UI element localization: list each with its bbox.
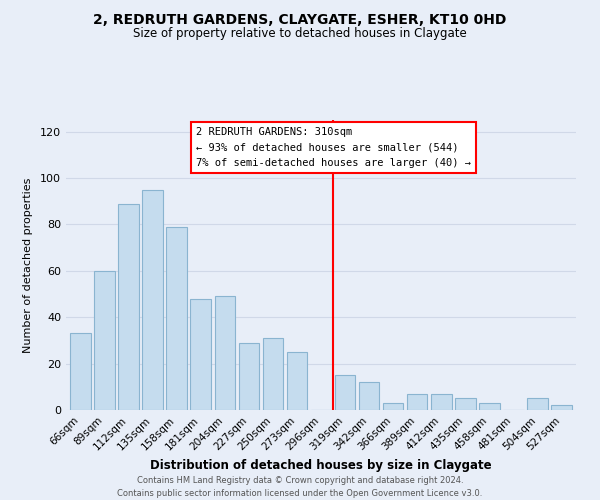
Bar [94, 271, 115, 410]
Y-axis label: Number of detached properties: Number of detached properties [23, 178, 33, 352]
Bar [383, 403, 403, 410]
Text: Contains HM Land Registry data © Crown copyright and database right 2024.
Contai: Contains HM Land Registry data © Crown c… [118, 476, 482, 498]
Bar [335, 375, 355, 410]
Bar [215, 296, 235, 410]
Bar [527, 398, 548, 410]
Text: 2, REDRUTH GARDENS, CLAYGATE, ESHER, KT10 0HD: 2, REDRUTH GARDENS, CLAYGATE, ESHER, KT1… [94, 12, 506, 26]
Text: 2 REDRUTH GARDENS: 310sqm
← 93% of detached houses are smaller (544)
7% of semi-: 2 REDRUTH GARDENS: 310sqm ← 93% of detac… [196, 127, 471, 168]
Bar [455, 398, 476, 410]
Bar [431, 394, 452, 410]
Bar [239, 342, 259, 410]
Bar [70, 334, 91, 410]
Bar [190, 298, 211, 410]
Bar [479, 403, 500, 410]
Bar [263, 338, 283, 410]
Text: Size of property relative to detached houses in Claygate: Size of property relative to detached ho… [133, 28, 467, 40]
Bar [551, 406, 572, 410]
Bar [142, 190, 163, 410]
Bar [166, 226, 187, 410]
Bar [359, 382, 379, 410]
Bar [118, 204, 139, 410]
X-axis label: Distribution of detached houses by size in Claygate: Distribution of detached houses by size … [150, 458, 492, 471]
Bar [407, 394, 427, 410]
Bar [287, 352, 307, 410]
